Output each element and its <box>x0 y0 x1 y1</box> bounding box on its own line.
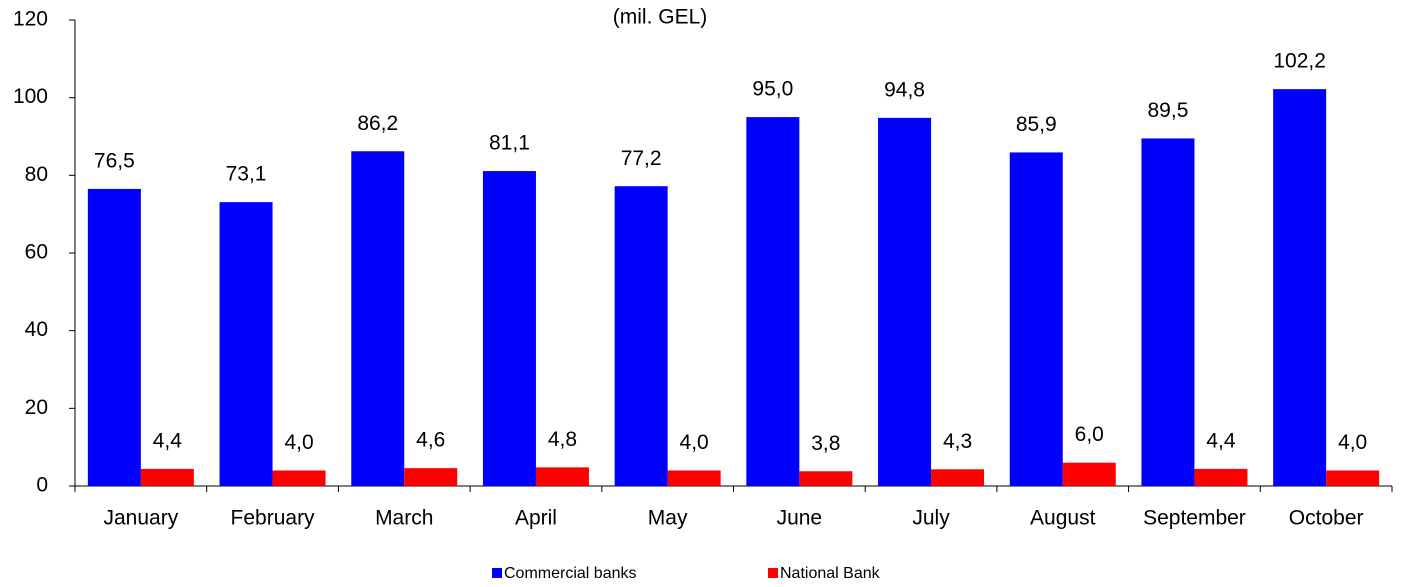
value-label: 4,6 <box>416 429 445 452</box>
bar <box>667 470 721 486</box>
x-tick-label: April <box>515 507 557 530</box>
bar <box>1326 470 1380 486</box>
bar <box>1009 152 1063 486</box>
bar <box>931 469 985 486</box>
y-tick-label: 60 <box>25 241 48 264</box>
bar <box>746 117 800 486</box>
value-label: 94,8 <box>884 78 925 101</box>
bar <box>799 471 853 486</box>
value-label: 6,0 <box>1075 423 1104 446</box>
value-label: 102,2 <box>1273 50 1326 73</box>
x-tick-label: August <box>1030 507 1096 530</box>
bar <box>482 171 536 487</box>
legend-label: Commercial banks <box>504 565 636 582</box>
y-tick-label: 100 <box>13 85 48 108</box>
bar <box>404 468 458 486</box>
x-tick-label: May <box>648 507 688 530</box>
bar <box>878 117 932 487</box>
bar <box>1273 89 1327 486</box>
bar <box>219 202 273 486</box>
legend-swatch <box>492 568 502 578</box>
value-label: 76,5 <box>94 149 135 172</box>
x-tick-label: October <box>1289 507 1364 530</box>
value-label: 4,3 <box>943 430 972 453</box>
value-label: 4,8 <box>548 428 577 451</box>
legend-label: National Bank <box>780 565 881 582</box>
x-tick-label: September <box>1143 507 1246 530</box>
bar <box>272 470 326 486</box>
value-label: 77,2 <box>621 147 662 170</box>
value-label: 4,0 <box>284 431 313 454</box>
x-tick-label: January <box>103 507 178 530</box>
value-label: 4,0 <box>1338 431 1367 454</box>
x-tick-label: June <box>777 507 823 530</box>
value-label: 3,8 <box>811 432 840 455</box>
x-tick-label: July <box>912 507 950 530</box>
bar <box>1141 138 1195 487</box>
legend-swatch <box>768 568 778 578</box>
bar <box>351 151 405 487</box>
value-label: 4,0 <box>680 431 709 454</box>
value-label: 89,5 <box>1148 99 1189 122</box>
value-label: 73,1 <box>226 163 267 186</box>
value-label: 4,4 <box>1206 429 1236 452</box>
bar <box>87 188 141 487</box>
bar <box>535 467 589 486</box>
y-tick-label: 20 <box>25 396 48 419</box>
bar <box>140 468 194 486</box>
x-tick-label: March <box>375 507 433 530</box>
y-tick-label: 40 <box>25 318 48 341</box>
x-tick-label: February <box>231 507 316 530</box>
y-tick-label: 80 <box>25 163 48 186</box>
value-label: 81,1 <box>489 132 530 155</box>
y-tick-label: 120 <box>13 8 48 31</box>
chart-subtitle: (mil. GEL) <box>613 6 708 29</box>
value-label: 4,4 <box>153 429 183 452</box>
bar <box>614 186 668 486</box>
value-label: 85,9 <box>1016 113 1057 136</box>
y-tick-label: 0 <box>36 474 48 497</box>
value-label: 95,0 <box>752 78 793 101</box>
value-label: 86,2 <box>357 112 398 135</box>
bar <box>1062 462 1116 486</box>
bar <box>1194 468 1248 486</box>
